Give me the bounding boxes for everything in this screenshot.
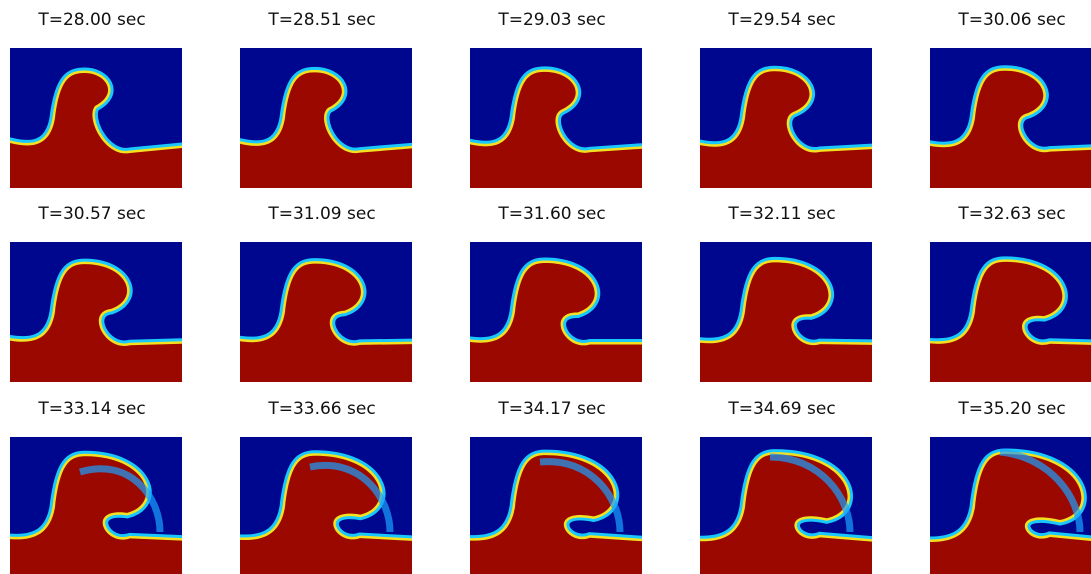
simulation-frame xyxy=(240,437,412,574)
simulation-frame xyxy=(240,48,412,188)
panel-title: T=32.11 sec xyxy=(727,204,835,224)
frame-grid: T=28.00 sec T=28.51 sec T=29.03 sec T=29.54… xyxy=(0,0,1091,574)
panel-title: T=30.06 sec xyxy=(957,10,1065,30)
simulation-frame xyxy=(10,48,182,188)
simulation-frame xyxy=(930,437,1091,574)
panel-title: T=33.66 sec xyxy=(267,399,375,419)
simulation-frame xyxy=(470,48,642,188)
simulation-frame xyxy=(10,242,182,382)
simulation-frame xyxy=(470,437,642,574)
panel-title: T=34.69 sec xyxy=(727,399,835,419)
simulation-frame xyxy=(240,242,412,382)
simulation-frame xyxy=(700,437,872,574)
panel-title: T=34.17 sec xyxy=(497,399,605,419)
panel-title: T=35.20 sec xyxy=(957,399,1065,419)
panel-title: T=33.14 sec xyxy=(37,399,145,419)
panel-title: T=29.03 sec xyxy=(497,10,605,30)
panel-title: T=31.60 sec xyxy=(497,204,605,224)
panel-title: T=29.54 sec xyxy=(727,10,835,30)
panel-title: T=31.09 sec xyxy=(267,204,375,224)
simulation-frame xyxy=(700,48,872,188)
panel-title: T=32.63 sec xyxy=(957,204,1065,224)
simulation-frame xyxy=(700,242,872,382)
panel-title: T=28.00 sec xyxy=(37,10,145,30)
panel-title: T=28.51 sec xyxy=(267,10,375,30)
simulation-frame xyxy=(930,48,1091,188)
simulation-frame xyxy=(10,437,182,574)
simulation-frame xyxy=(470,242,642,382)
panel-title: T=30.57 sec xyxy=(37,204,145,224)
simulation-frame xyxy=(930,242,1091,382)
